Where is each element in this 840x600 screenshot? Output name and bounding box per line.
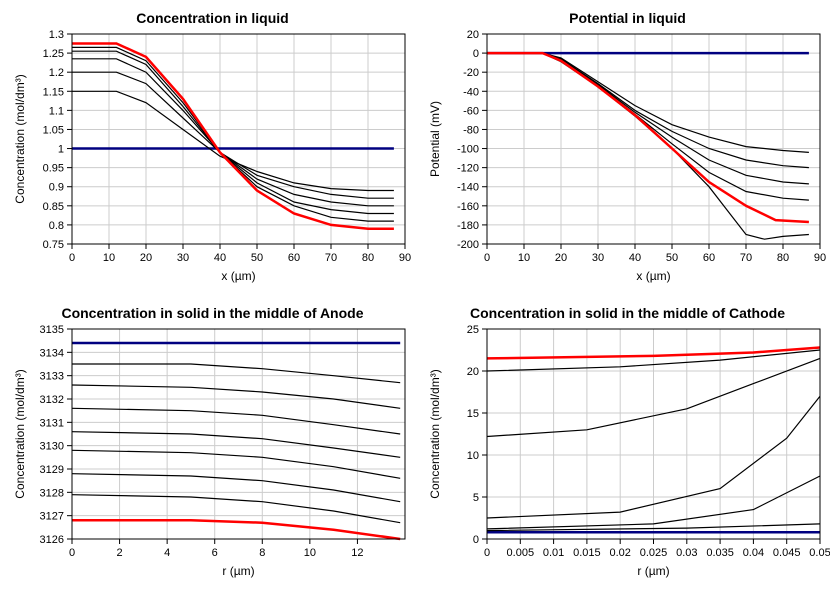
- svg-text:20: 20: [555, 252, 567, 264]
- svg-text:3126: 3126: [40, 534, 64, 546]
- panel-tl: Concentration in liquid 0 10 20 30 40 50 60 70 8…: [10, 10, 415, 295]
- svg-text:80: 80: [777, 252, 789, 264]
- svg-text:25: 25: [467, 325, 479, 336]
- svg-text:0.045: 0.045: [773, 547, 801, 559]
- svg-text:0.75: 0.75: [43, 239, 64, 251]
- chart-tl: 0 10 20 30 40 50 60 70 80 90 0.75 0.8 0.85 0.9 0.95 1 1.…: [10, 30, 415, 290]
- svg-text:Concentration (mol/dm³): Concentration (mol/dm³): [13, 74, 27, 203]
- svg-text:0.035: 0.035: [706, 547, 734, 559]
- svg-text:1.3: 1.3: [49, 30, 64, 41]
- svg-text:20: 20: [467, 30, 479, 41]
- svg-text:-160: -160: [457, 201, 479, 213]
- svg-text:Concentration (mol/dm³): Concentration (mol/dm³): [13, 369, 27, 498]
- svg-text:0: 0: [69, 252, 75, 264]
- svg-text:3127: 3127: [40, 511, 64, 523]
- svg-text:x (µm): x (µm): [221, 269, 255, 283]
- svg-text:80: 80: [362, 252, 374, 264]
- panel-tr: Potential in liquid 0 10 20 30 40 50 60 70 80 90 -…: [425, 10, 830, 295]
- svg-text:-120: -120: [457, 163, 479, 175]
- svg-text:Potential (mV): Potential (mV): [428, 101, 442, 177]
- svg-text:r (µm): r (µm): [222, 564, 254, 578]
- chart-tr: 0102030405060708090-200-180-160-140-120-…: [425, 30, 830, 290]
- svg-text:0.02: 0.02: [609, 547, 630, 559]
- svg-text:1.1: 1.1: [49, 105, 64, 117]
- svg-text:50: 50: [251, 252, 263, 264]
- svg-text:15: 15: [467, 408, 479, 420]
- svg-text:1.25: 1.25: [43, 48, 64, 60]
- svg-text:3128: 3128: [40, 487, 64, 499]
- svg-text:8: 8: [259, 547, 265, 559]
- svg-text:0: 0: [69, 547, 75, 559]
- svg-text:1.05: 1.05: [43, 124, 64, 136]
- panel-tl-title: Concentration in liquid: [10, 10, 415, 26]
- svg-text:1.15: 1.15: [43, 86, 64, 98]
- svg-text:0: 0: [473, 534, 479, 546]
- svg-text:-100: -100: [457, 144, 479, 156]
- panel-br: Concentration in solid in the middle of …: [425, 305, 830, 590]
- svg-text:3130: 3130: [40, 441, 64, 453]
- svg-text:3135: 3135: [40, 325, 64, 336]
- svg-text:0.015: 0.015: [573, 547, 601, 559]
- chart-bl: 0 2 4 6 8 10 12 3126 3127 3128 3129 3130 3131 3132 313…: [10, 325, 415, 585]
- svg-text:1.2: 1.2: [49, 67, 64, 79]
- svg-text:-80: -80: [463, 124, 479, 136]
- svg-text:70: 70: [740, 252, 752, 264]
- svg-text:0.04: 0.04: [743, 547, 764, 559]
- svg-text:90: 90: [399, 252, 411, 264]
- svg-text:10: 10: [467, 450, 479, 462]
- svg-text:30: 30: [177, 252, 189, 264]
- panel-br-title: Concentration in solid in the middle of …: [425, 305, 830, 321]
- svg-text:20: 20: [467, 366, 479, 378]
- svg-text:40: 40: [214, 252, 226, 264]
- panel-bl: Concentration in solid in the middle of …: [10, 305, 415, 590]
- svg-text:10: 10: [304, 547, 316, 559]
- svg-text:3133: 3133: [40, 371, 64, 383]
- panel-bl-title: Concentration in solid in the middle of …: [10, 305, 415, 321]
- svg-text:3131: 3131: [40, 417, 64, 429]
- svg-text:50: 50: [666, 252, 678, 264]
- svg-text:0.85: 0.85: [43, 201, 64, 213]
- svg-text:Concentration (mol/dm³): Concentration (mol/dm³): [428, 369, 442, 498]
- svg-text:-180: -180: [457, 220, 479, 232]
- svg-text:0.8: 0.8: [49, 220, 64, 232]
- svg-text:3134: 3134: [40, 347, 64, 359]
- panel-tr-title: Potential in liquid: [425, 10, 830, 26]
- svg-text:0.01: 0.01: [543, 547, 564, 559]
- svg-text:-40: -40: [463, 86, 479, 98]
- svg-text:90: 90: [814, 252, 826, 264]
- svg-text:30: 30: [592, 252, 604, 264]
- svg-text:10: 10: [103, 252, 115, 264]
- svg-text:70: 70: [325, 252, 337, 264]
- svg-text:3129: 3129: [40, 464, 64, 476]
- svg-text:0.025: 0.025: [640, 547, 668, 559]
- svg-text:40: 40: [629, 252, 641, 264]
- svg-text:20: 20: [140, 252, 152, 264]
- svg-text:5: 5: [473, 492, 479, 504]
- svg-text:10: 10: [518, 252, 530, 264]
- svg-text:0.05: 0.05: [809, 547, 830, 559]
- chart-br: 0 0.005 0.01 0.015 0.02 0.025 0.03 0.035 0.04 0.0…: [425, 325, 830, 585]
- svg-text:r (µm): r (µm): [637, 564, 669, 578]
- svg-text:3132: 3132: [40, 394, 64, 406]
- svg-text:1: 1: [58, 144, 64, 156]
- svg-text:-60: -60: [463, 105, 479, 117]
- svg-text:12: 12: [351, 547, 363, 559]
- svg-text:-140: -140: [457, 182, 479, 194]
- svg-text:x (µm): x (µm): [636, 269, 670, 283]
- svg-text:0: 0: [484, 547, 490, 559]
- svg-text:60: 60: [288, 252, 300, 264]
- svg-text:2: 2: [117, 547, 123, 559]
- svg-text:-200: -200: [457, 239, 479, 251]
- svg-text:60: 60: [703, 252, 715, 264]
- svg-text:0.95: 0.95: [43, 163, 64, 175]
- svg-text:4: 4: [164, 547, 170, 559]
- svg-text:0: 0: [484, 252, 490, 264]
- svg-text:0.03: 0.03: [676, 547, 697, 559]
- svg-text:0: 0: [473, 48, 479, 60]
- chart-grid: Concentration in liquid 0102030405060708…: [10, 10, 830, 590]
- svg-text:0.9: 0.9: [49, 182, 64, 194]
- svg-text:0.005: 0.005: [507, 547, 535, 559]
- svg-text:-20: -20: [463, 67, 479, 79]
- svg-text:6: 6: [212, 547, 218, 559]
